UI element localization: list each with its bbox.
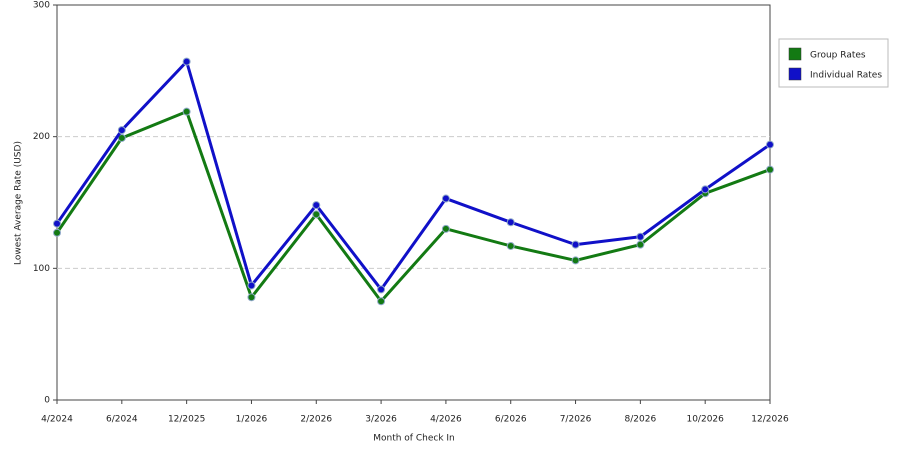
data-point bbox=[506, 241, 515, 250]
plot-area bbox=[56, 4, 771, 401]
x-tick-label: 10/2026 bbox=[686, 415, 724, 425]
data-point bbox=[377, 297, 386, 306]
data-point bbox=[766, 140, 774, 149]
series-line bbox=[55, 60, 771, 291]
x-tick-label: 12/2026 bbox=[751, 415, 789, 425]
data-point bbox=[571, 240, 580, 249]
data-point bbox=[117, 133, 126, 142]
data-point bbox=[636, 232, 645, 241]
x-tick-label: 3/2026 bbox=[365, 415, 397, 425]
x-tick-label: 12/2025 bbox=[168, 415, 205, 425]
data-point bbox=[53, 219, 61, 228]
y-tick-label: 300 bbox=[33, 1, 50, 11]
legend-swatch bbox=[788, 67, 802, 81]
legend-label: Group Rates bbox=[810, 51, 866, 61]
legend-label: Individual Rates bbox=[810, 71, 882, 81]
x-tick-label: 6/2026 bbox=[495, 415, 527, 425]
y-axis-label: Lowest Average Rate (USD) bbox=[14, 141, 24, 265]
x-tick-label: 7/2026 bbox=[560, 415, 592, 425]
data-point bbox=[247, 293, 256, 302]
data-point bbox=[701, 185, 710, 194]
data-point bbox=[312, 210, 321, 219]
data-point bbox=[247, 281, 256, 290]
data-point bbox=[766, 165, 774, 174]
x-tick-label: 4/2024 bbox=[41, 415, 73, 425]
x-tick-label: 4/2026 bbox=[430, 415, 462, 425]
x-tick-label: 6/2024 bbox=[106, 415, 138, 425]
series-line bbox=[55, 110, 771, 303]
legend-swatch bbox=[788, 47, 802, 61]
data-point bbox=[182, 107, 191, 116]
data-point bbox=[571, 256, 580, 265]
y-tick-label: 100 bbox=[33, 264, 50, 274]
data-point bbox=[117, 126, 126, 135]
data-point bbox=[441, 224, 450, 233]
x-axis-label: Month of Check In bbox=[373, 434, 455, 444]
data-point bbox=[312, 201, 321, 210]
y-tick-label: 0 bbox=[44, 396, 50, 406]
data-point bbox=[377, 285, 386, 294]
y-tick-label: 200 bbox=[33, 132, 50, 142]
data-point bbox=[506, 218, 515, 227]
data-point bbox=[636, 240, 645, 249]
x-tick-label: 1/2026 bbox=[236, 415, 268, 425]
data-point bbox=[53, 228, 61, 237]
x-tick-label: 2/2026 bbox=[300, 415, 332, 425]
data-point bbox=[182, 57, 191, 66]
x-tick-label: 8/2026 bbox=[625, 415, 657, 425]
data-point bbox=[441, 194, 450, 203]
